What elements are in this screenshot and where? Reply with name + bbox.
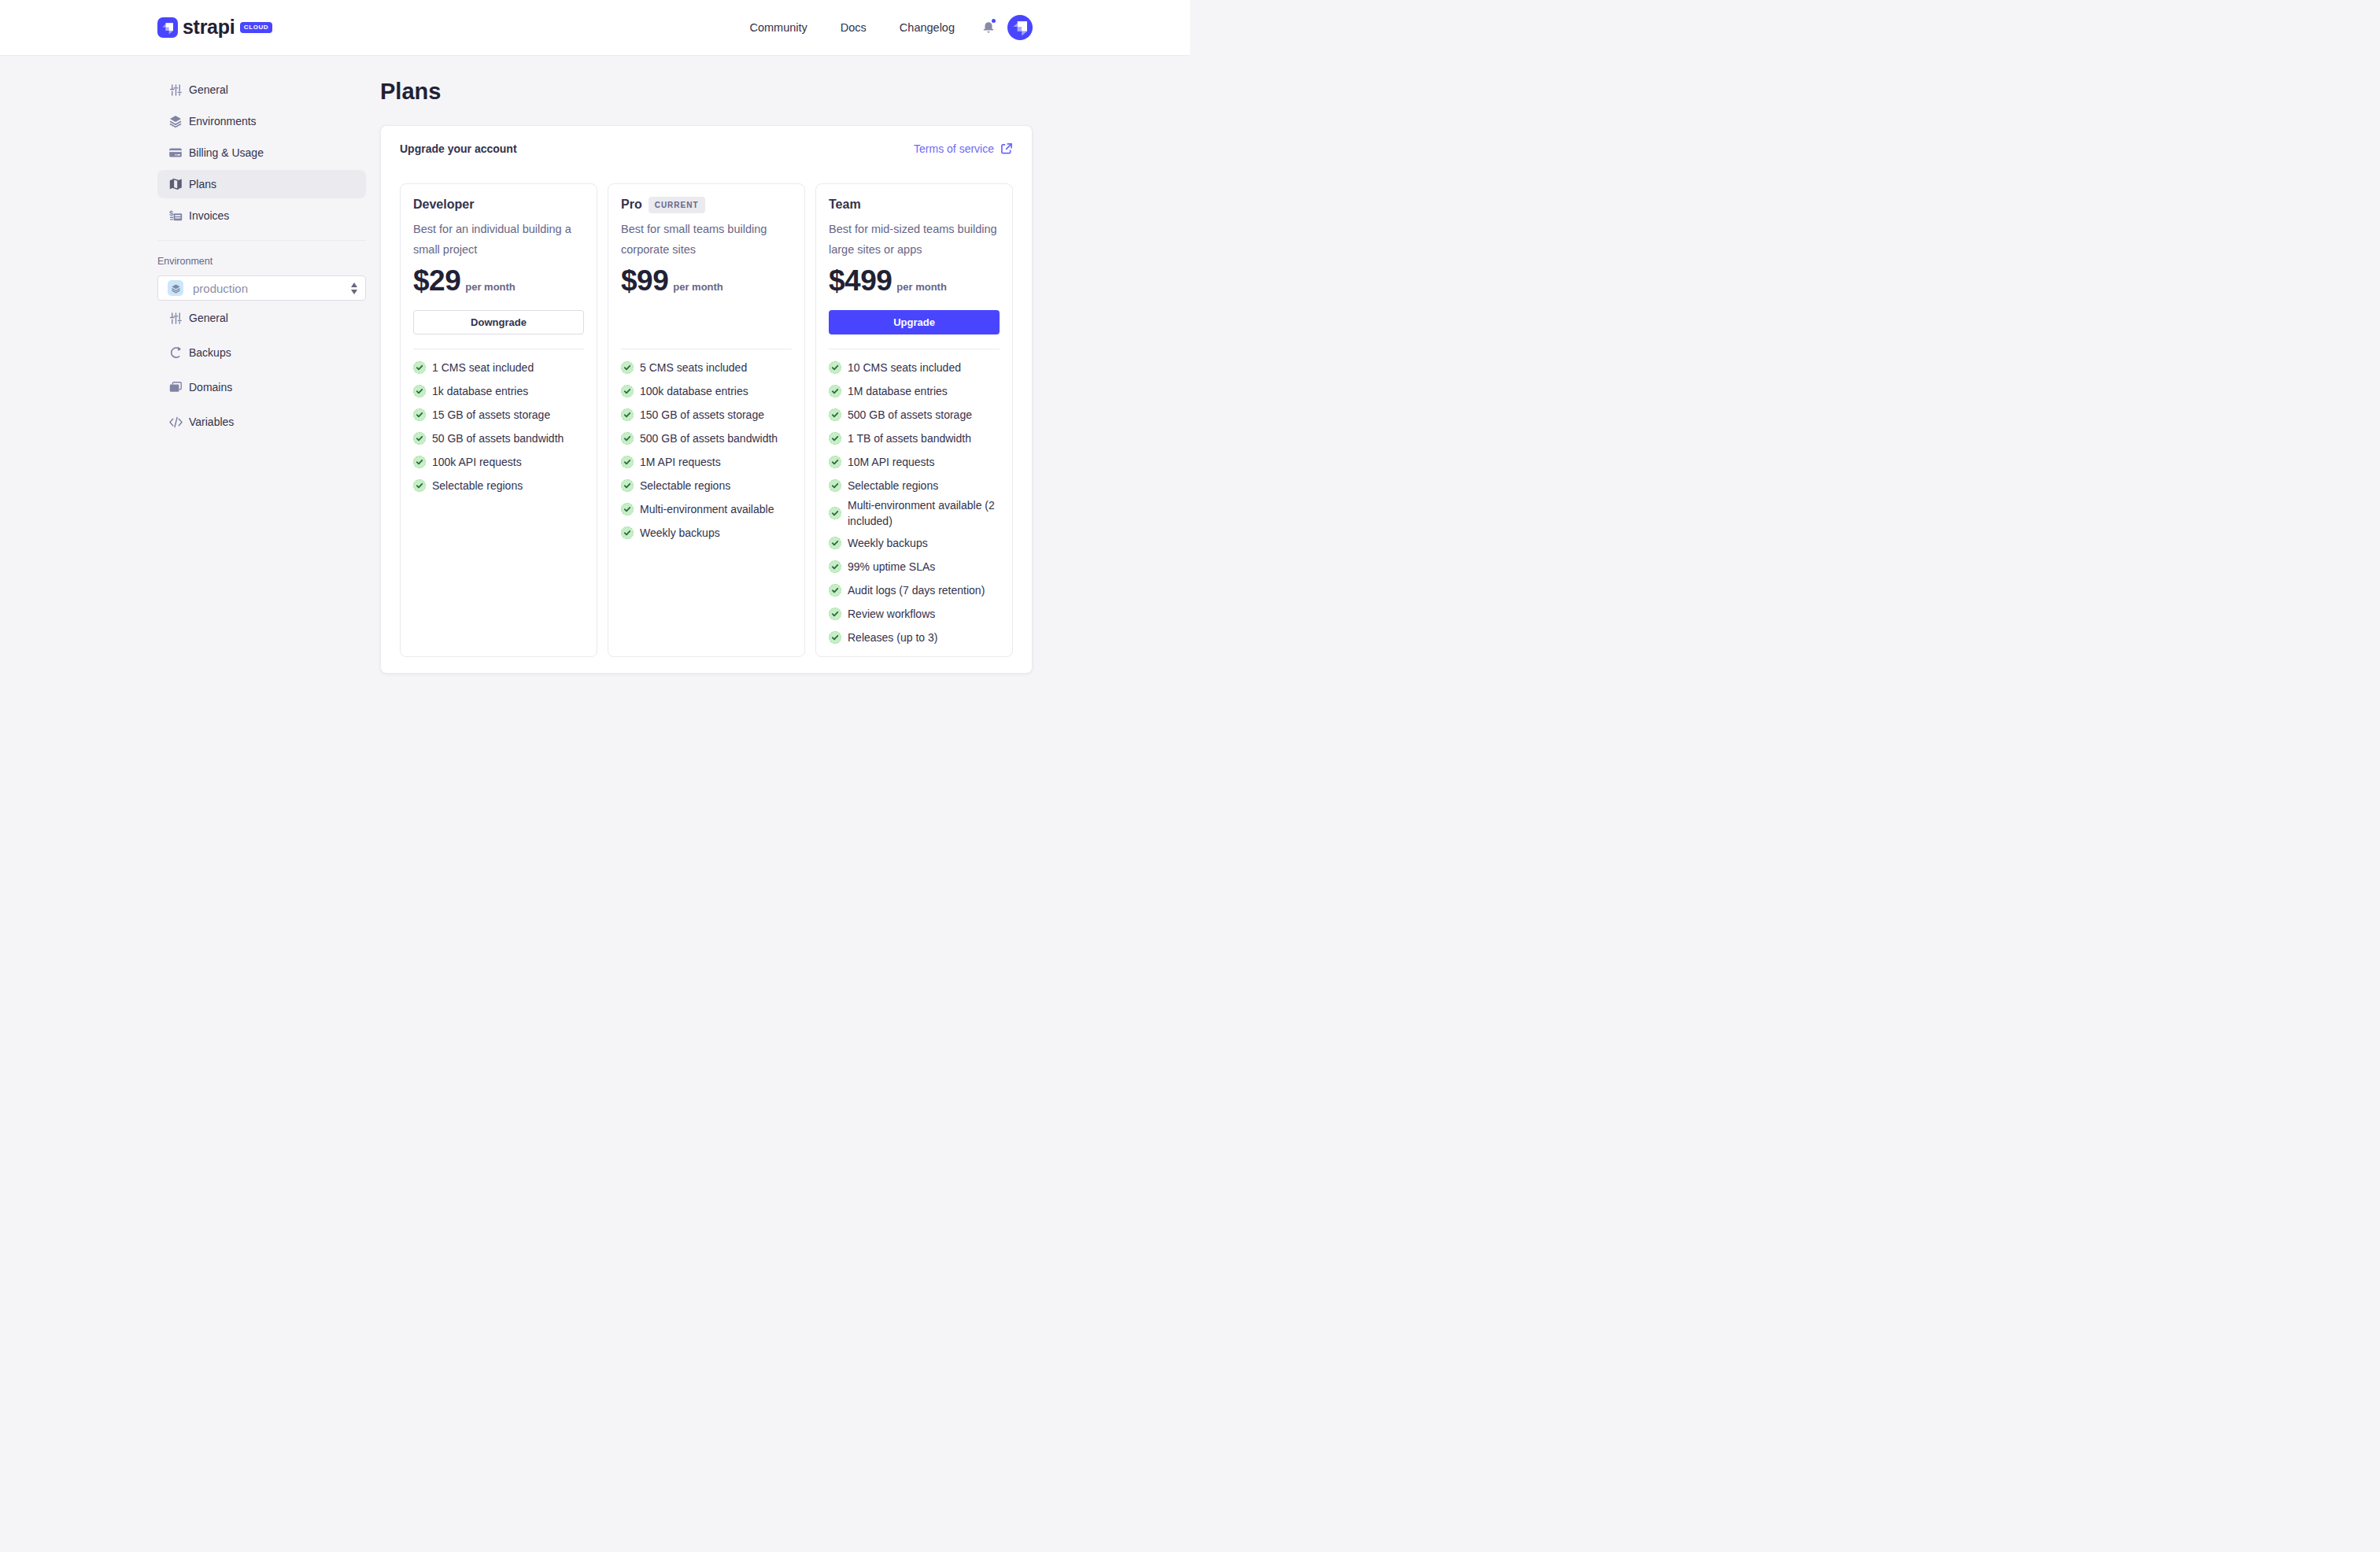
svg-text:$: $ [169, 209, 174, 217]
